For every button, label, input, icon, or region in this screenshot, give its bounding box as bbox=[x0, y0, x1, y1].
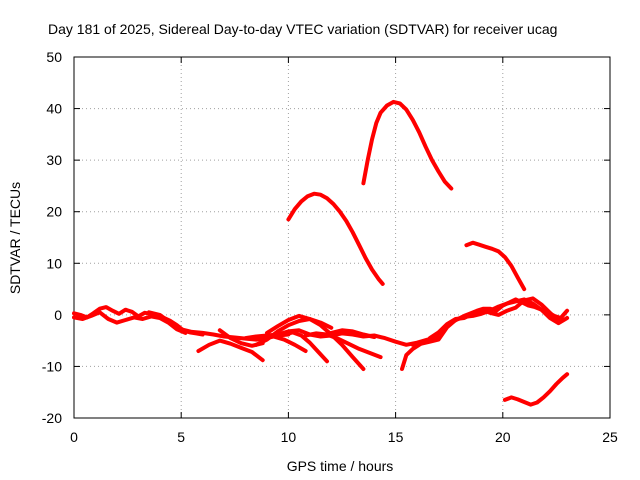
x-tick-label: 5 bbox=[177, 429, 185, 445]
y-tick-label: -20 bbox=[42, 410, 62, 426]
y-tick-label: 10 bbox=[46, 255, 62, 271]
y-tick-label: 50 bbox=[46, 49, 62, 65]
x-tick-label: 20 bbox=[495, 429, 511, 445]
series-arc-6 bbox=[243, 328, 441, 347]
series-arc-4 bbox=[196, 338, 265, 363]
y-tick-label: 0 bbox=[54, 307, 62, 323]
x-tick-label: 0 bbox=[70, 429, 78, 445]
y-tick-label: 40 bbox=[46, 101, 62, 117]
series-arc-15 bbox=[464, 240, 527, 292]
y-tick-label: 30 bbox=[46, 152, 62, 168]
series-layer bbox=[72, 99, 570, 407]
y-tick-label: -10 bbox=[42, 358, 62, 374]
x-tick-label: 15 bbox=[388, 429, 404, 445]
series-arc-11 bbox=[303, 331, 383, 360]
grid-lines bbox=[74, 57, 610, 418]
x-tick-label: 25 bbox=[602, 429, 618, 445]
series-arc-10 bbox=[271, 334, 308, 353]
series-arc-8 bbox=[265, 313, 366, 371]
series-arc-19 bbox=[502, 372, 570, 407]
chart-title: Day 181 of 2025, Sidereal Day-to-day VTE… bbox=[48, 21, 557, 37]
y-axis-label: SDTVAR / TECUs bbox=[7, 182, 23, 294]
series-arc-14 bbox=[361, 99, 454, 191]
series-arc-12 bbox=[329, 328, 377, 339]
series-arc-9 bbox=[282, 330, 329, 364]
plot-frame bbox=[73, 56, 611, 419]
y-tick-label: 20 bbox=[46, 204, 62, 220]
series-arc-13 bbox=[286, 191, 385, 286]
axis-ticks: 0 5 10 15 20 25 -20 -10 0 10 20 30 40 50 bbox=[42, 49, 618, 445]
x-tick-label: 10 bbox=[281, 429, 297, 445]
x-axis-label: GPS time / hours bbox=[287, 458, 394, 474]
series-arc-18 bbox=[427, 296, 561, 341]
